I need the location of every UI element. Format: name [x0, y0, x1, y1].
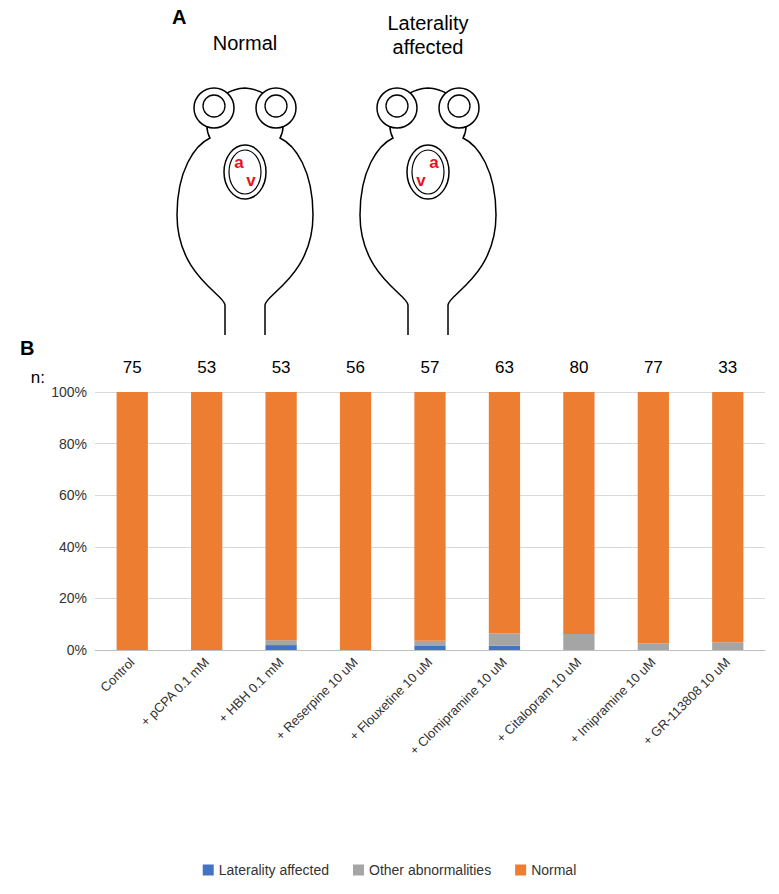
svg-text:0%: 0% — [67, 642, 87, 658]
svg-text:80: 80 — [569, 358, 588, 377]
svg-text:+ HBH 0.1 mM: + HBH 0.1 mM — [215, 655, 286, 726]
svg-text:+ Flouxetine 10 uM: + Flouxetine 10 uM — [346, 655, 435, 744]
svg-text:60%: 60% — [59, 487, 87, 503]
svg-text:100%: 100% — [51, 384, 87, 400]
svg-text:Normal: Normal — [531, 862, 576, 878]
svg-text:v: v — [416, 171, 426, 190]
svg-text:+ Citalopram 10 uM: + Citalopram 10 uM — [493, 654, 585, 746]
svg-text:+ Imipramine 10 uM: + Imipramine 10 uM — [566, 654, 659, 747]
svg-text:affected: affected — [393, 36, 464, 58]
svg-text:77: 77 — [644, 358, 663, 377]
svg-text:+ GR-113808 10 uM: + GR-113808 10 uM — [640, 655, 733, 748]
svg-text:A: A — [172, 6, 186, 28]
svg-text:+ pCPA 0.1 mM: + pCPA 0.1 mM — [137, 655, 211, 729]
svg-text:+ Reserpine 10 uM: + Reserpine 10 uM — [272, 655, 360, 743]
svg-text:Normal: Normal — [213, 32, 277, 54]
svg-text:v: v — [246, 171, 256, 190]
svg-text:63: 63 — [495, 358, 514, 377]
svg-text:75: 75 — [123, 358, 142, 377]
svg-text:33: 33 — [718, 358, 737, 377]
svg-text:Control: Control — [97, 655, 137, 695]
svg-text:20%: 20% — [59, 590, 87, 606]
svg-text:80%: 80% — [59, 436, 87, 452]
svg-text:53: 53 — [197, 358, 216, 377]
svg-text:40%: 40% — [59, 539, 87, 555]
svg-text:Laterality affected: Laterality affected — [219, 862, 329, 878]
svg-text:a: a — [234, 153, 244, 172]
svg-text:+ Clomipramine 10 uM: + Clomipramine 10 uM — [407, 655, 510, 758]
svg-text:a: a — [429, 153, 439, 172]
svg-text:B: B — [20, 337, 34, 359]
svg-text:56: 56 — [346, 358, 365, 377]
svg-text:57: 57 — [421, 358, 440, 377]
svg-text:Other abnormalities: Other abnormalities — [369, 862, 491, 878]
svg-text:53: 53 — [272, 358, 291, 377]
svg-text:n:: n: — [31, 368, 45, 387]
svg-text:Laterality: Laterality — [387, 12, 468, 34]
